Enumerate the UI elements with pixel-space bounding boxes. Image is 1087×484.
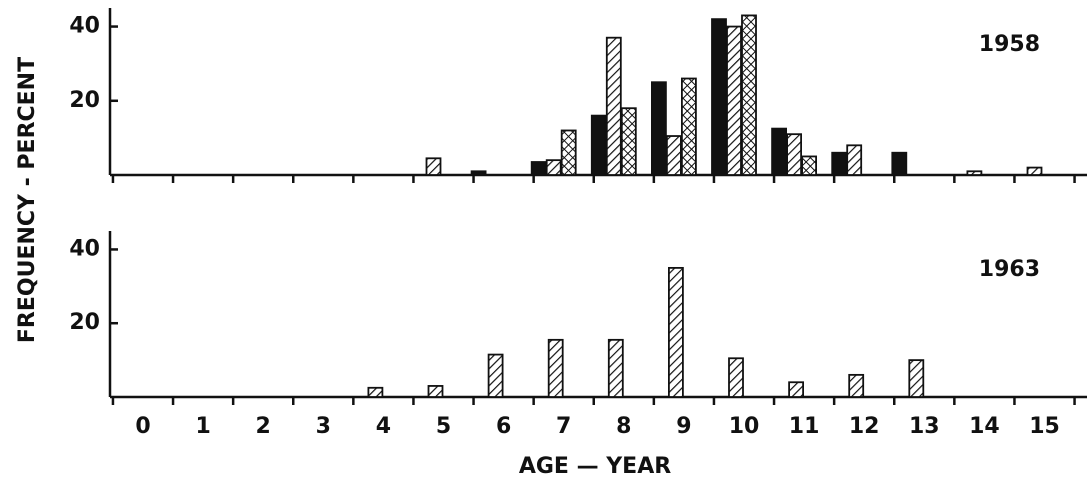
bar bbox=[681, 77, 697, 176]
bar bbox=[728, 357, 744, 398]
bar bbox=[547, 338, 564, 398]
bar bbox=[1026, 166, 1043, 176]
y-tick-label: 40 bbox=[69, 14, 100, 39]
x-tick-label: 1 bbox=[195, 414, 210, 439]
y-tick-label: 40 bbox=[69, 236, 100, 261]
x-tick-label: 15 bbox=[1029, 414, 1060, 439]
y-axis-label: FREQUENCY - PERCENT bbox=[15, 57, 40, 343]
bar bbox=[427, 385, 444, 398]
bar bbox=[367, 386, 384, 398]
x-tick-label: 6 bbox=[496, 414, 511, 439]
x-tick-label: 5 bbox=[436, 414, 451, 439]
x-tick-label: 12 bbox=[849, 414, 880, 439]
x-tick-label: 13 bbox=[909, 414, 940, 439]
bar bbox=[966, 170, 983, 176]
x-tick-label: 8 bbox=[616, 414, 631, 439]
x-tick-label: 10 bbox=[729, 414, 760, 439]
x-tick-label: 7 bbox=[556, 414, 571, 439]
bar bbox=[711, 18, 727, 176]
bar bbox=[666, 135, 682, 176]
bar bbox=[605, 36, 622, 176]
bar bbox=[891, 151, 908, 176]
bar bbox=[801, 155, 817, 176]
bar bbox=[788, 381, 804, 398]
x-tick-label: 11 bbox=[789, 414, 820, 439]
bar bbox=[848, 373, 865, 398]
x-tick-label: 3 bbox=[316, 414, 331, 439]
x-tick-label: 14 bbox=[969, 414, 1000, 439]
y-tick-label: 20 bbox=[69, 88, 100, 113]
bar bbox=[786, 133, 802, 176]
bar bbox=[668, 266, 684, 398]
x-tick-label: 2 bbox=[256, 414, 271, 439]
bar bbox=[831, 151, 848, 176]
bar bbox=[470, 170, 487, 176]
x-tick-label: 0 bbox=[135, 414, 150, 439]
bar bbox=[560, 129, 577, 176]
bar bbox=[620, 107, 637, 176]
x-tick-label: 9 bbox=[676, 414, 691, 439]
panel-title: 1963 bbox=[979, 257, 1040, 282]
bar bbox=[530, 161, 547, 176]
bar bbox=[487, 353, 504, 398]
y-tick-label: 20 bbox=[69, 310, 100, 335]
bar bbox=[651, 81, 667, 176]
x-axis-label: AGE — YEAR bbox=[519, 454, 671, 479]
bar bbox=[607, 338, 624, 398]
bar bbox=[590, 114, 607, 176]
bar bbox=[545, 159, 562, 176]
bar bbox=[425, 157, 442, 176]
bar bbox=[908, 359, 925, 398]
x-tick-label: 4 bbox=[376, 414, 391, 439]
bar bbox=[846, 144, 863, 176]
bar bbox=[741, 14, 757, 176]
bar bbox=[771, 127, 787, 176]
panel-title: 1958 bbox=[979, 32, 1040, 57]
bar bbox=[726, 25, 742, 176]
